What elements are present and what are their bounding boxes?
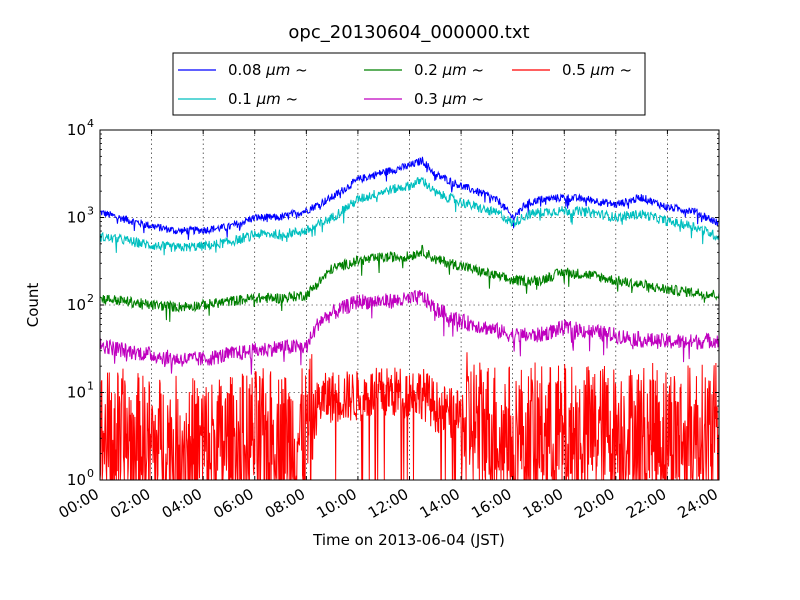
legend-label-unit: μm ~: [590, 61, 633, 79]
legend-label-value: 0.5: [562, 61, 591, 79]
legend-label-value: 0.2: [414, 61, 443, 79]
y-tick-base: 10: [67, 121, 86, 139]
x-tick-label: 02:00: [107, 485, 153, 522]
x-tick-label: 08:00: [262, 485, 308, 522]
series-line-2: [100, 244, 719, 322]
x-tick-label: 00:00: [56, 485, 102, 522]
legend-items: 0.08 μm ~0.1 μm ~0.2 μm ~0.3 μm ~0.5 μm …: [178, 61, 632, 108]
series-line-4: [100, 352, 719, 480]
y-tick-label: 10: [67, 471, 86, 489]
y-axis-label: Count: [24, 283, 42, 328]
x-tick-label: 20:00: [571, 485, 617, 522]
legend-label-value: 0.1: [228, 90, 257, 108]
legend: 0.08 μm ~0.1 μm ~0.2 μm ~0.3 μm ~0.5 μm …: [172, 52, 646, 116]
y-tick-exponent: 4: [87, 117, 94, 130]
x-tick-label: 04:00: [159, 485, 205, 522]
y-tick-label: 10: [67, 121, 86, 139]
x-axis-label: Time on 2013-06-04 (JST): [312, 531, 505, 549]
x-tick-label: 18:00: [520, 485, 566, 522]
legend-label-value: 0.08: [228, 61, 266, 79]
y-tick-exponent: 1: [87, 380, 94, 393]
y-tick-base: 10: [67, 384, 86, 402]
legend-label-1: 0.1 μm ~: [228, 90, 298, 108]
x-tick-label: 24:00: [675, 485, 721, 522]
legend-label-4: 0.5 μm ~: [562, 61, 632, 79]
x-tick-label: 14:00: [417, 485, 463, 522]
legend-label-unit: μm ~: [256, 90, 299, 108]
series-line-3: [100, 289, 719, 375]
x-tick-label: 12:00: [365, 485, 411, 522]
y-tick-label: 10: [67, 209, 86, 227]
x-tick-labels: 00:00 02:00 04:00 06:00 08:00 10:00 12:00 14:00…: [56, 485, 721, 522]
x-tick-label: 06:00: [210, 485, 256, 522]
y-tick-label: 10: [67, 384, 86, 402]
y-tick-exponent: 2: [87, 292, 94, 305]
legend-label-value: 0.3: [414, 90, 443, 108]
legend-frame: [172, 52, 646, 116]
series-line-1: [100, 176, 719, 256]
y-tick-label: 10: [67, 296, 86, 314]
legend-label-2: 0.2 μm ~: [414, 61, 484, 79]
series-lines: [100, 156, 719, 480]
legend-label-0: 0.08 μm ~: [228, 61, 308, 79]
x-tick-label: 10:00: [313, 485, 359, 522]
y-tick-exponent: 0: [87, 467, 94, 480]
legend-label-unit: μm ~: [442, 61, 485, 79]
legend-label-unit: μm ~: [265, 61, 308, 79]
legend-label-3: 0.3 μm ~: [414, 90, 484, 108]
y-tick-base: 10: [67, 471, 86, 489]
y-tick-exponent: 3: [87, 205, 94, 218]
legend-label-unit: μm ~: [442, 90, 485, 108]
y-tick-base: 10: [67, 296, 86, 314]
y-tick-base: 10: [67, 209, 86, 227]
series-line-0: [100, 156, 719, 240]
x-tick-label: 22:00: [623, 485, 669, 522]
x-tick-label: 16:00: [468, 485, 514, 522]
axis-ticks: [99, 129, 720, 481]
chart-title: opc_20130604_000000.txt: [288, 22, 529, 43]
